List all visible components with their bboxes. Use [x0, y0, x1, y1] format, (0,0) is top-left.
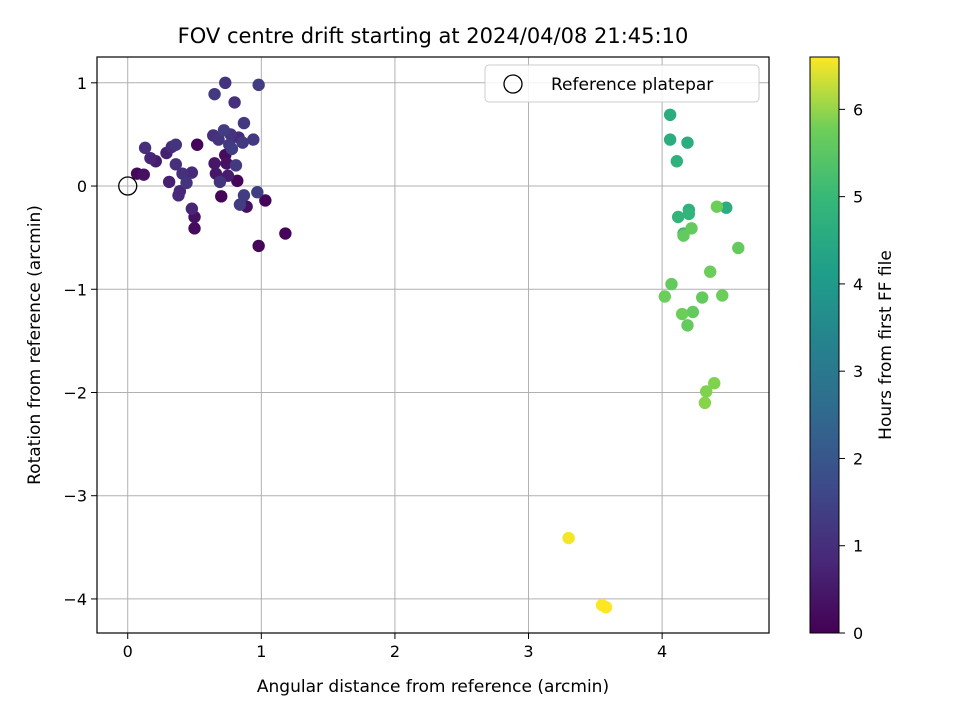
plot-background	[97, 57, 769, 633]
colorbar-tick-label: 6	[853, 100, 863, 119]
chart-title: FOV centre drift starting at 2024/04/08 …	[178, 24, 689, 48]
data-point	[279, 227, 292, 240]
data-point	[658, 290, 671, 303]
data-point	[236, 136, 249, 149]
data-point	[251, 186, 264, 199]
data-point	[663, 133, 677, 146]
data-point	[698, 396, 712, 410]
data-point	[700, 385, 713, 398]
y-tick-label: −2	[63, 383, 87, 402]
data-point	[208, 157, 221, 170]
data-point	[228, 96, 241, 109]
data-point	[710, 200, 724, 213]
data-point	[212, 133, 225, 146]
data-point	[708, 376, 721, 390]
data-point	[704, 265, 717, 278]
data-point	[162, 175, 176, 189]
data-point	[219, 76, 232, 90]
data-point	[252, 78, 265, 92]
data-point	[663, 108, 677, 122]
colorbar: 0 1 2 3 4 5 6 Hours from first FF file	[809, 56, 896, 643]
x-tick-label: 3	[523, 642, 533, 661]
x-tick-label: 1	[256, 642, 266, 661]
colorbar-tick-label: 2	[853, 449, 863, 468]
x-axis-ticks: 0 1 2 3 4	[123, 633, 667, 661]
data-point	[208, 87, 221, 101]
data-point	[686, 305, 700, 319]
data-point	[681, 319, 694, 332]
plot-area: 0 1 2 3 4 1 0 −1 −2 −3 −4	[63, 56, 770, 661]
data-point	[665, 277, 678, 291]
data-point	[720, 201, 733, 214]
data-point	[169, 138, 183, 151]
colorbar-tick-label: 4	[853, 275, 863, 294]
data-point	[599, 600, 613, 614]
data-point	[675, 307, 689, 321]
data-point	[677, 229, 690, 242]
data-point	[137, 168, 150, 181]
data-point	[237, 189, 251, 202]
colorbar-tick-label: 3	[853, 362, 863, 381]
colorbar-label: Hours from first FF file	[876, 250, 896, 440]
data-point	[213, 175, 227, 189]
data-point	[225, 142, 239, 156]
colorbar-gradient	[809, 56, 840, 634]
data-point	[237, 116, 251, 130]
data-point	[176, 167, 189, 180]
data-point	[732, 241, 745, 255]
data-point	[716, 289, 729, 302]
y-axis-label: Rotation from reference (arcmin)	[25, 205, 45, 485]
x-tick-label: 0	[123, 642, 133, 661]
data-point	[190, 138, 204, 151]
legend-label: Reference platepar	[551, 75, 713, 95]
data-point	[229, 159, 243, 172]
colorbar-ticks: 0 1 2 3 4 5 6	[839, 100, 863, 643]
data-point	[231, 174, 244, 188]
data-point	[247, 133, 260, 146]
data-points	[130, 76, 745, 614]
data-point	[685, 222, 698, 235]
data-point	[172, 189, 185, 202]
colorbar-tick-label: 5	[853, 188, 863, 207]
x-tick-label: 4	[657, 642, 667, 661]
data-point	[180, 176, 193, 190]
legend: Reference platepar	[484, 64, 760, 103]
data-point	[185, 166, 199, 179]
data-point	[185, 202, 199, 215]
x-axis-label: Angular distance from reference (arcmin)	[257, 677, 609, 697]
legend-marker-open-circle	[503, 74, 523, 94]
y-tick-label: −1	[63, 280, 87, 299]
data-point	[144, 151, 157, 165]
data-point	[233, 198, 247, 211]
data-point	[259, 194, 272, 207]
y-tick-label: 1	[77, 74, 87, 93]
data-point	[215, 190, 228, 203]
colorbar-tick-label: 0	[853, 624, 863, 643]
colorbar-tick-label: 1	[853, 537, 863, 556]
data-point	[217, 124, 231, 137]
y-tick-label: 0	[77, 177, 87, 196]
y-tick-label: −3	[63, 487, 87, 506]
y-axis-ticks: 1 0 −1 −2 −3 −4	[63, 74, 97, 609]
legend-box	[484, 64, 760, 103]
data-point	[188, 222, 201, 235]
reference-marker	[118, 176, 138, 196]
data-point	[169, 158, 183, 171]
reference-point	[118, 176, 138, 196]
data-point	[138, 141, 152, 155]
data-point	[671, 210, 685, 224]
data-point	[682, 207, 696, 221]
y-tick-label: −4	[63, 590, 87, 609]
data-point	[670, 155, 684, 168]
data-point	[681, 136, 694, 149]
data-point	[252, 239, 265, 253]
data-point	[696, 291, 709, 304]
data-point	[220, 157, 233, 170]
grid-lines	[97, 57, 769, 633]
data-point	[562, 531, 575, 545]
plot-frame	[96, 56, 770, 634]
x-tick-label: 2	[390, 642, 400, 661]
